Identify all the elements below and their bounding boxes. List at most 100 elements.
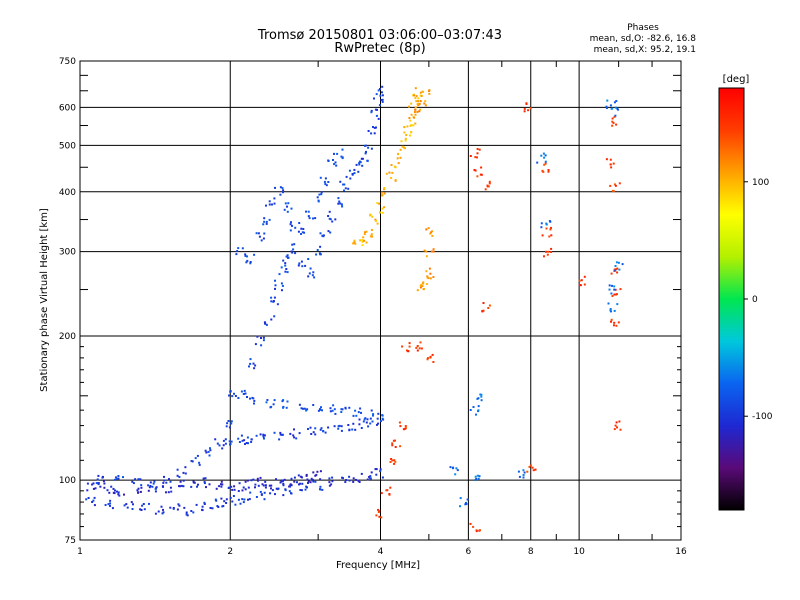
data-point bbox=[413, 94, 416, 97]
data-point bbox=[337, 427, 340, 430]
data-point bbox=[361, 240, 364, 243]
data-point bbox=[257, 232, 260, 235]
data-point bbox=[291, 224, 293, 227]
data-point bbox=[418, 347, 421, 350]
data-point bbox=[190, 460, 193, 462]
data-point bbox=[331, 476, 334, 479]
data-point bbox=[122, 476, 124, 479]
data-point bbox=[380, 99, 383, 101]
data-point bbox=[360, 427, 363, 429]
data-point bbox=[613, 309, 616, 312]
data-point bbox=[352, 414, 355, 417]
data-point bbox=[340, 425, 343, 428]
data-point bbox=[169, 506, 172, 509]
data-point bbox=[243, 498, 246, 501]
data-point bbox=[285, 268, 288, 270]
data-point bbox=[374, 218, 377, 221]
data-point bbox=[148, 502, 150, 505]
data-point bbox=[102, 480, 105, 483]
data-point bbox=[307, 480, 310, 483]
data-point bbox=[301, 482, 304, 485]
data-point bbox=[474, 156, 477, 159]
data-point bbox=[259, 490, 262, 493]
data-point bbox=[391, 442, 394, 445]
data-point bbox=[99, 485, 102, 488]
data-point bbox=[110, 485, 113, 488]
data-point bbox=[168, 478, 170, 481]
data-point bbox=[237, 397, 240, 399]
data-point bbox=[107, 503, 110, 506]
data-point bbox=[431, 234, 434, 237]
data-point bbox=[357, 479, 360, 482]
data-point bbox=[254, 486, 256, 489]
data-point bbox=[313, 276, 316, 279]
data-point bbox=[241, 498, 244, 501]
data-point bbox=[292, 434, 295, 437]
data-point bbox=[337, 197, 340, 200]
data-point bbox=[244, 253, 247, 256]
y-tick-label: 750 bbox=[59, 57, 76, 67]
data-point bbox=[476, 148, 479, 150]
data-point bbox=[357, 170, 360, 173]
data-point bbox=[288, 490, 291, 493]
data-point bbox=[375, 473, 378, 476]
data-point bbox=[268, 200, 271, 203]
data-point bbox=[606, 99, 609, 102]
data-point bbox=[314, 427, 317, 430]
data-point bbox=[379, 211, 381, 214]
data-point bbox=[414, 87, 417, 90]
data-point bbox=[610, 292, 613, 295]
data-point bbox=[268, 484, 271, 487]
data-point bbox=[367, 130, 370, 132]
data-point bbox=[362, 236, 365, 239]
data-point bbox=[414, 108, 417, 111]
data-point bbox=[526, 470, 529, 473]
data-point bbox=[371, 420, 374, 423]
data-point bbox=[370, 147, 373, 150]
data-point bbox=[228, 426, 231, 429]
data-point bbox=[415, 95, 418, 98]
data-point bbox=[614, 114, 617, 117]
data-point bbox=[333, 425, 336, 428]
data-point bbox=[176, 468, 179, 471]
data-point bbox=[300, 489, 303, 492]
data-point bbox=[432, 248, 435, 251]
data-point bbox=[293, 243, 296, 246]
data-point bbox=[380, 492, 383, 495]
data-point bbox=[613, 115, 616, 118]
data-point bbox=[611, 117, 614, 120]
plot-area: 1 2 4 6 8 10 16 75 100 200 300 400 500 600 750 bbox=[59, 57, 687, 557]
data-point bbox=[328, 481, 331, 484]
data-point bbox=[295, 437, 298, 440]
data-point bbox=[339, 180, 342, 183]
data-point bbox=[360, 472, 363, 475]
data-point bbox=[282, 483, 285, 485]
data-point bbox=[385, 489, 388, 492]
data-point bbox=[250, 479, 253, 482]
data-point bbox=[190, 510, 193, 512]
data-point bbox=[409, 119, 412, 122]
data-point bbox=[329, 231, 332, 234]
phase-info-heading: Phases bbox=[627, 23, 659, 33]
data-point bbox=[106, 489, 109, 492]
data-point bbox=[316, 470, 319, 473]
data-point bbox=[390, 164, 393, 166]
data-point bbox=[320, 193, 323, 196]
data-point bbox=[184, 472, 187, 475]
data-point bbox=[263, 498, 266, 501]
data-point bbox=[369, 475, 372, 478]
data-point bbox=[614, 269, 617, 272]
data-point bbox=[484, 188, 487, 191]
data-point bbox=[328, 477, 331, 480]
data-point bbox=[289, 485, 291, 488]
data-point bbox=[132, 503, 134, 506]
data-point bbox=[103, 482, 106, 485]
data-point bbox=[169, 480, 172, 483]
data-point bbox=[262, 435, 265, 438]
data-point bbox=[615, 421, 618, 424]
data-point bbox=[618, 182, 621, 185]
data-point bbox=[95, 482, 98, 485]
data-point bbox=[218, 485, 221, 488]
data-point bbox=[429, 277, 432, 280]
data-point bbox=[328, 210, 331, 213]
